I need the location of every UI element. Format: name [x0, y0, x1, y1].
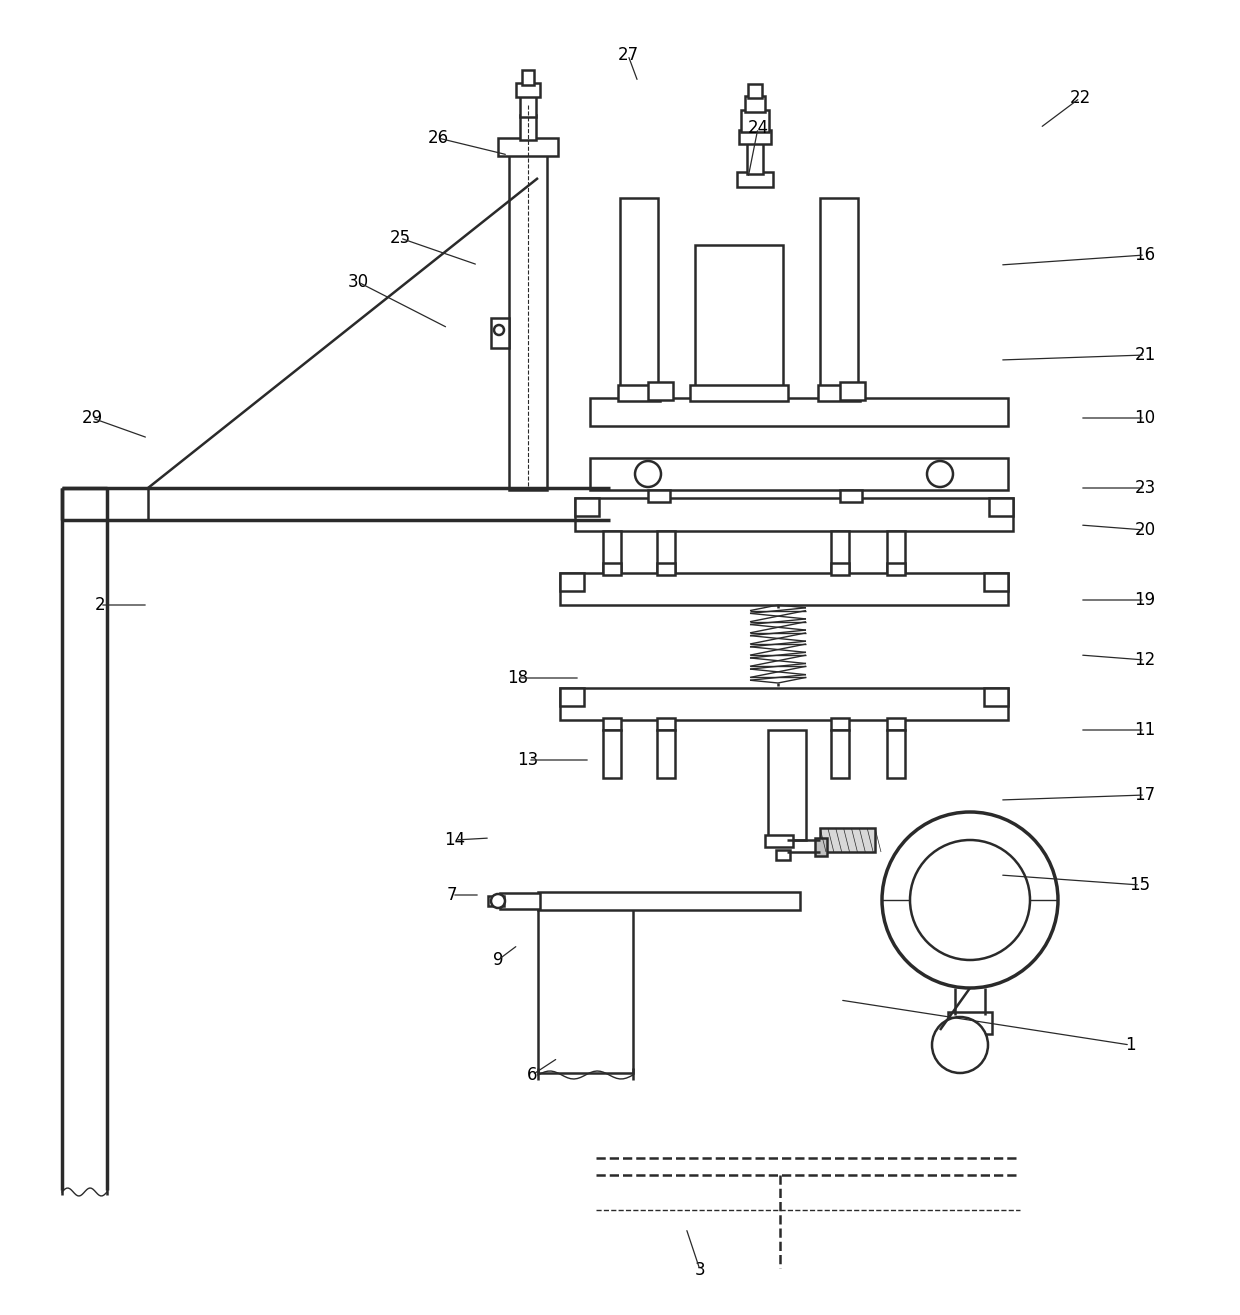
- Bar: [887, 563, 905, 575]
- Bar: [949, 1013, 992, 1034]
- Text: 14: 14: [444, 831, 465, 849]
- Bar: [887, 531, 905, 573]
- Text: 23: 23: [1135, 479, 1156, 497]
- Bar: [748, 84, 763, 99]
- Text: 18: 18: [507, 669, 528, 686]
- Circle shape: [494, 325, 503, 335]
- Bar: [742, 110, 769, 132]
- Bar: [746, 142, 763, 174]
- Text: 3: 3: [694, 1261, 706, 1279]
- Text: 17: 17: [1135, 786, 1156, 803]
- Bar: [560, 688, 584, 706]
- Bar: [818, 385, 861, 401]
- Bar: [603, 718, 621, 730]
- Bar: [491, 318, 508, 348]
- Bar: [985, 688, 1008, 706]
- Bar: [649, 381, 673, 400]
- Text: 7: 7: [446, 886, 458, 903]
- Bar: [831, 730, 849, 778]
- Bar: [522, 70, 534, 85]
- Bar: [990, 498, 1013, 515]
- Bar: [739, 130, 771, 145]
- Bar: [737, 172, 773, 187]
- Text: 24: 24: [748, 118, 769, 137]
- Bar: [657, 718, 675, 730]
- Bar: [985, 573, 1008, 590]
- Bar: [657, 563, 675, 575]
- Bar: [489, 896, 503, 906]
- Text: 25: 25: [389, 229, 410, 247]
- Bar: [520, 114, 536, 139]
- Circle shape: [932, 1016, 988, 1073]
- Text: 21: 21: [1135, 346, 1156, 364]
- Bar: [776, 849, 790, 860]
- Circle shape: [882, 811, 1058, 988]
- Bar: [649, 490, 670, 502]
- Bar: [820, 199, 858, 398]
- Bar: [538, 905, 632, 1073]
- Text: 19: 19: [1135, 590, 1156, 609]
- Bar: [745, 96, 765, 112]
- Bar: [603, 730, 621, 778]
- Bar: [575, 498, 599, 515]
- Text: 27: 27: [618, 46, 639, 64]
- Bar: [520, 95, 536, 117]
- Bar: [590, 458, 1008, 490]
- Bar: [831, 531, 849, 573]
- Text: 13: 13: [517, 751, 538, 769]
- Bar: [560, 573, 584, 590]
- Text: 15: 15: [1130, 876, 1151, 894]
- Bar: [538, 892, 800, 910]
- Bar: [815, 838, 827, 856]
- Text: 1: 1: [1125, 1036, 1136, 1055]
- Bar: [618, 385, 660, 401]
- Text: 10: 10: [1135, 409, 1156, 427]
- Bar: [498, 138, 558, 156]
- Bar: [768, 730, 806, 840]
- Bar: [560, 573, 1008, 605]
- Text: 12: 12: [1135, 651, 1156, 669]
- Bar: [500, 893, 539, 909]
- Bar: [831, 563, 849, 575]
- Text: 2: 2: [94, 596, 105, 614]
- Text: 6: 6: [527, 1066, 537, 1084]
- Text: 20: 20: [1135, 521, 1156, 539]
- Text: 30: 30: [347, 274, 368, 291]
- Bar: [689, 385, 787, 401]
- Bar: [765, 835, 794, 847]
- Bar: [603, 531, 621, 573]
- Circle shape: [910, 840, 1030, 960]
- Text: 16: 16: [1135, 246, 1156, 264]
- Bar: [657, 730, 675, 778]
- Bar: [620, 199, 658, 398]
- Bar: [887, 718, 905, 730]
- Text: 9: 9: [492, 951, 503, 969]
- Bar: [508, 150, 547, 490]
- Bar: [839, 490, 862, 502]
- Text: 26: 26: [428, 129, 449, 147]
- Bar: [831, 718, 849, 730]
- Circle shape: [928, 462, 954, 487]
- Bar: [590, 398, 1008, 426]
- Text: 11: 11: [1135, 721, 1156, 739]
- Circle shape: [491, 894, 505, 907]
- Bar: [657, 531, 675, 573]
- Text: 29: 29: [82, 409, 103, 427]
- Bar: [820, 828, 875, 852]
- Bar: [839, 381, 866, 400]
- Text: 22: 22: [1069, 89, 1091, 107]
- Bar: [516, 83, 539, 97]
- Circle shape: [635, 462, 661, 487]
- Bar: [575, 498, 1013, 531]
- Bar: [887, 730, 905, 778]
- Bar: [694, 245, 782, 400]
- Bar: [603, 563, 621, 575]
- Bar: [560, 688, 1008, 721]
